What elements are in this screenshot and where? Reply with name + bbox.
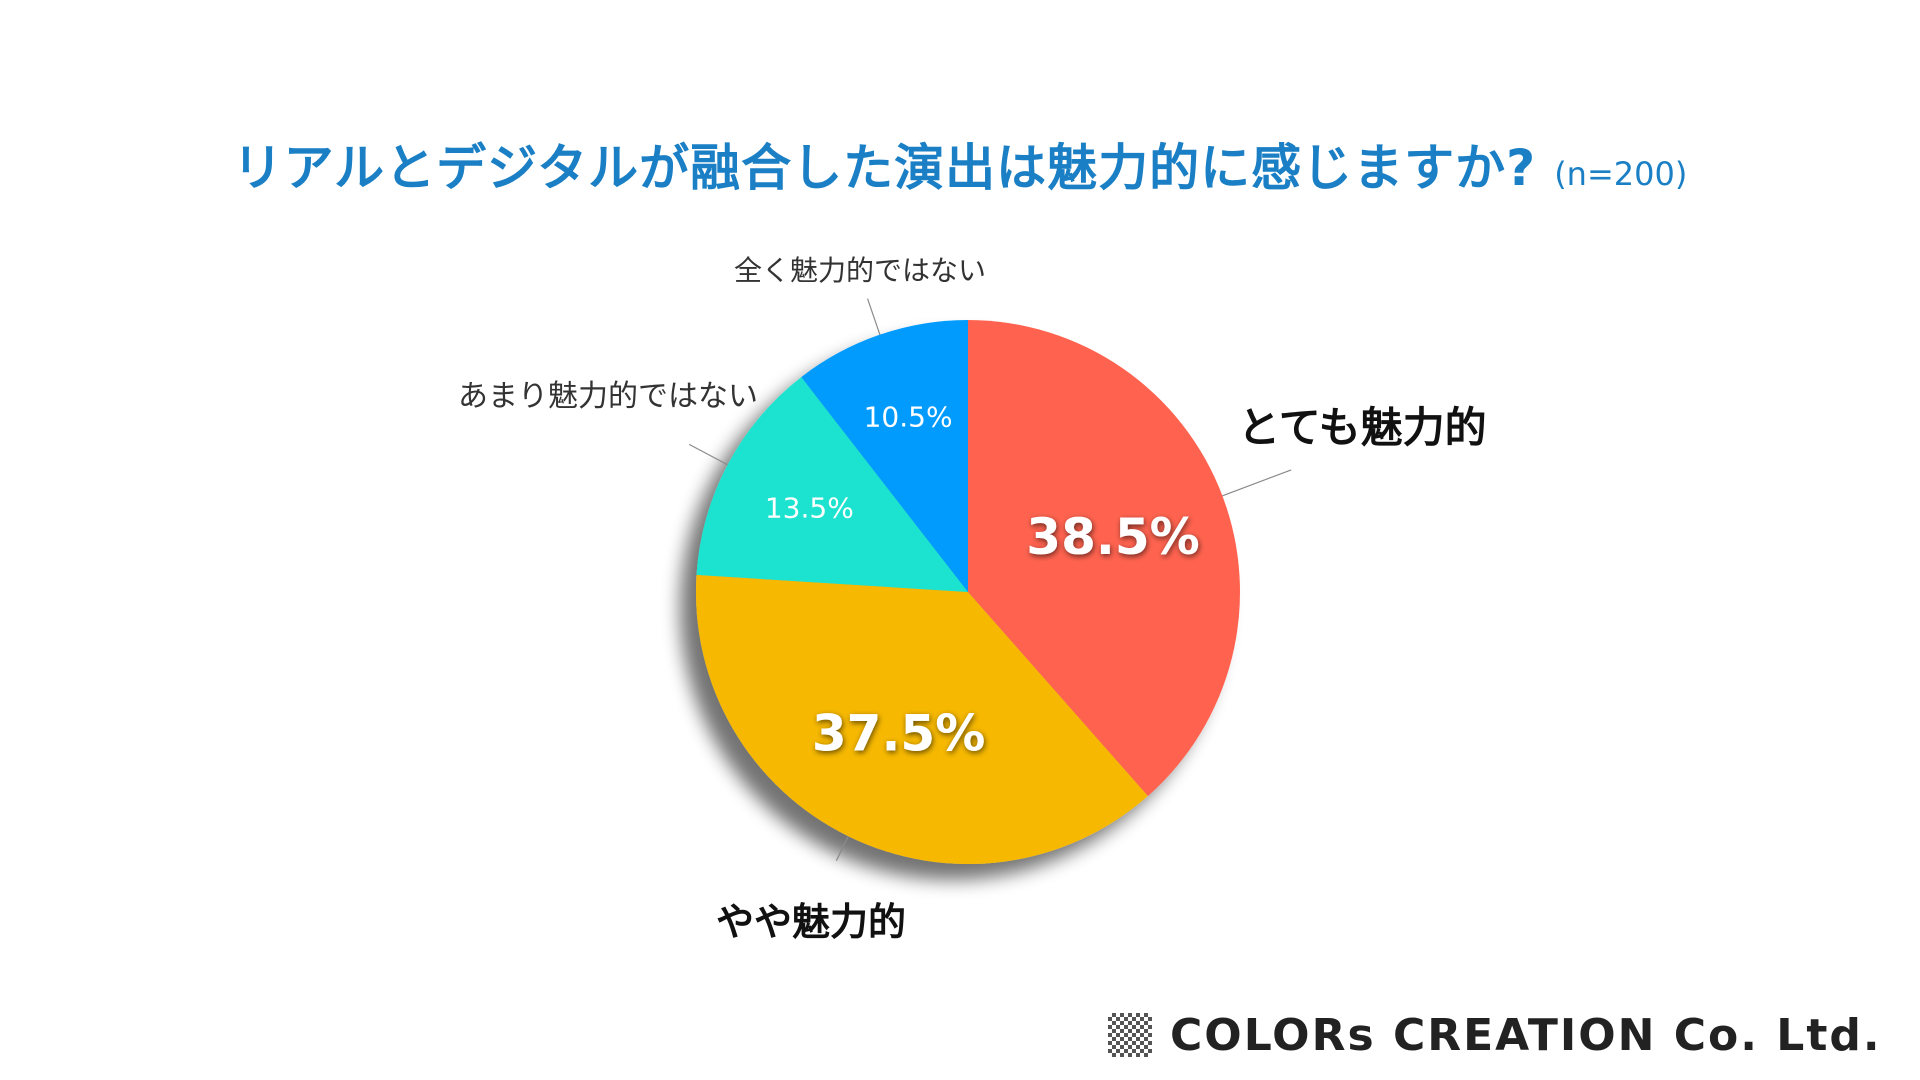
company-name: COLORs CREATION Co. Ltd.	[1170, 1009, 1882, 1061]
category-label-4: 全く魅力的ではない	[734, 254, 986, 287]
chart-title: リアルとデジタルが融合した演出は魅力的に感じますか?	[232, 139, 1537, 197]
value-label-4: 10.5%	[864, 401, 953, 434]
company-logo: COLORs CREATION Co. Ltd.	[1108, 1009, 1882, 1061]
leader-line-2	[835, 835, 849, 861]
pie-slice-3	[696, 377, 968, 592]
category-label-1: とても魅力的	[1238, 403, 1487, 452]
category-label-3: あまり魅力的ではない	[458, 379, 758, 414]
value-label-2: 37.5%	[812, 705, 985, 763]
leader-line-3	[688, 443, 728, 466]
category-label-2: やや魅力的	[716, 900, 906, 944]
leader-line-4	[866, 298, 881, 335]
pie-slice-2	[696, 574, 1148, 864]
value-labels: 38.5% 37.5% 13.5% 10.5%	[765, 401, 1200, 763]
leader-lines	[688, 298, 1292, 861]
leader-line-1	[1222, 469, 1292, 497]
sample-size: (n=200)	[1554, 155, 1688, 193]
checker-logo-icon	[1108, 1013, 1152, 1057]
pie-slice-1	[968, 320, 1240, 797]
pie-slice-4	[801, 320, 968, 592]
value-label-1: 38.5%	[1026, 508, 1199, 566]
value-label-3: 13.5%	[765, 491, 854, 524]
pie-slices	[696, 320, 1240, 864]
title-row: リアルとデジタルが融合した演出は魅力的に感じますか? (n=200)	[0, 128, 1920, 200]
